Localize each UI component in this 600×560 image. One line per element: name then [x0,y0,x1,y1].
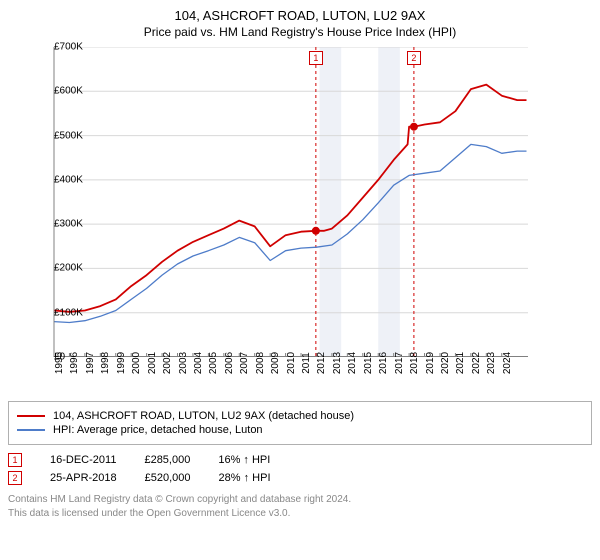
x-tick-label: 2015 [363,352,374,374]
chart-marker-badge: 1 [309,51,323,65]
x-tick-label: 2019 [425,352,436,374]
x-tick-label: 2017 [394,352,405,374]
x-tick-label: 2000 [131,352,142,374]
y-tick-label: £200K [54,263,58,274]
sale-date: 25-APR-2018 [50,472,117,484]
x-tick-label: 1996 [69,352,80,374]
x-tick-label: 2002 [162,352,173,374]
sale-marker-badge: 1 [8,453,22,467]
footer-attribution: Contains HM Land Registry data © Crown c… [8,493,592,520]
sale-price: £520,000 [145,472,191,484]
chart-container: £0£100K£200K£300K£400K£500K£600K£700K 19… [8,47,592,357]
sale-vs-hpi: 28% ↑ HPI [219,472,271,484]
page-subtitle: Price paid vs. HM Land Registry's House … [8,25,592,39]
footer-line: Contains HM Land Registry data © Crown c… [8,493,592,507]
x-tick-label: 2010 [286,352,297,374]
sale-row: 1 16-DEC-2011 £285,000 16% ↑ HPI [8,453,592,467]
legend-row: HPI: Average price, detached house, Luto… [17,424,583,436]
x-tick-label: 2014 [347,352,358,374]
legend-label: 104, ASHCROFT ROAD, LUTON, LU2 9AX (deta… [53,410,354,422]
x-tick-label: 2024 [502,352,513,374]
x-tick-label: 2011 [301,352,312,374]
x-tick-label: 2022 [471,352,482,374]
legend-swatch [17,415,45,417]
x-tick-label: 2009 [270,352,281,374]
y-tick-label: £600K [54,86,58,97]
sale-marker-badge: 2 [8,471,22,485]
chart-marker-badge: 2 [407,51,421,65]
x-tick-label: 2012 [316,352,327,374]
sale-row: 2 25-APR-2018 £520,000 28% ↑ HPI [8,471,592,485]
chart-legend: 104, ASHCROFT ROAD, LUTON, LU2 9AX (deta… [8,401,592,445]
x-tick-label: 1998 [100,352,111,374]
x-tick-label: 2013 [332,352,343,374]
x-tick-label: 2018 [409,352,420,374]
page-title: 104, ASHCROFT ROAD, LUTON, LU2 9AX [8,8,592,23]
y-tick-label: £700K [54,42,58,53]
legend-label: HPI: Average price, detached house, Luto… [53,424,263,436]
x-tick-label: 2001 [147,352,158,374]
x-tick-label: 1999 [116,352,127,374]
price-chart [8,47,528,357]
x-tick-label: 2003 [178,352,189,374]
x-tick-label: 2007 [239,352,250,374]
y-tick-label: £500K [54,130,58,141]
x-tick-label: 2016 [378,352,389,374]
y-tick-label: £300K [54,219,58,230]
x-tick-label: 2023 [486,352,497,374]
sale-date: 16-DEC-2011 [50,454,116,466]
x-tick-label: 2005 [208,352,219,374]
x-tick-label: 2020 [440,352,451,374]
footer-line: This data is licensed under the Open Gov… [8,507,592,521]
legend-swatch [17,429,45,431]
sales-list: 1 16-DEC-2011 £285,000 16% ↑ HPI 2 25-AP… [8,453,592,485]
x-tick-label: 2006 [224,352,235,374]
sale-vs-hpi: 16% ↑ HPI [218,454,270,466]
sale-price: £285,000 [144,454,190,466]
x-tick-label: 2008 [255,352,266,374]
x-tick-label: 2004 [193,352,204,374]
y-tick-label: £100K [54,307,58,318]
legend-row: 104, ASHCROFT ROAD, LUTON, LU2 9AX (deta… [17,410,583,422]
x-tick-label: 1995 [54,352,65,374]
x-tick-label: 2021 [455,352,466,374]
x-tick-label: 1997 [85,352,96,374]
y-tick-label: £400K [54,174,58,185]
